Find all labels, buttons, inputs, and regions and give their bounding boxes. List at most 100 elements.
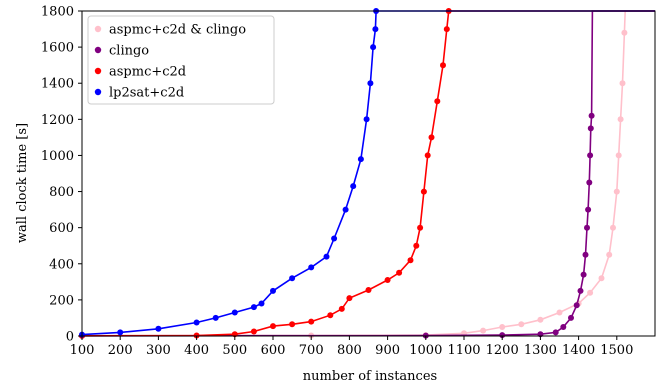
data-point xyxy=(420,188,427,195)
legend-marker xyxy=(94,25,102,33)
data-point xyxy=(357,156,364,163)
legend-label: aspmc+c2d xyxy=(109,65,186,80)
legend-label: aspmc+c2d & clingo xyxy=(109,23,246,38)
data-point xyxy=(499,332,506,339)
data-point xyxy=(342,206,349,213)
data-point xyxy=(323,253,330,260)
y-tick-label: 1000 xyxy=(41,149,74,164)
data-point xyxy=(212,314,219,321)
y-tick-label: 400 xyxy=(49,257,74,272)
y-tick-label: 800 xyxy=(49,185,74,200)
series-lp2sat-c2d xyxy=(79,8,655,338)
y-tick-label: 1800 xyxy=(41,5,74,20)
data-point xyxy=(587,152,594,159)
data-point xyxy=(367,80,374,87)
data-point xyxy=(584,224,590,231)
data-point xyxy=(417,224,424,231)
x-tick-label: 1200 xyxy=(486,343,519,358)
data-point xyxy=(308,318,315,325)
data-point xyxy=(384,277,391,283)
y-tick-label: 0 xyxy=(66,330,74,345)
series-layer xyxy=(79,8,655,339)
data-point xyxy=(338,305,345,312)
data-point xyxy=(424,152,431,159)
legend: aspmc+c2d & clingo clingo aspmc+c2d lp2sat+… xyxy=(87,15,275,105)
legend-marker xyxy=(94,46,102,54)
data-point xyxy=(346,295,353,302)
data-point xyxy=(372,26,379,33)
data-point xyxy=(231,309,238,316)
data-point xyxy=(615,152,622,159)
legend-label: lp2sat+c2d xyxy=(109,86,184,101)
data-point xyxy=(396,269,403,276)
x-tick-label: 800 xyxy=(337,343,362,358)
data-point xyxy=(568,314,574,321)
data-point xyxy=(443,26,450,33)
data-point xyxy=(370,44,377,51)
data-point xyxy=(598,275,605,282)
x-tick-label: 1000 xyxy=(409,343,442,358)
legend-marker xyxy=(94,67,102,75)
x-tick-label: 1500 xyxy=(600,343,633,358)
y-tick-label: 200 xyxy=(49,293,74,308)
x-axis-title: number of instances xyxy=(303,369,437,384)
x-tick-label: 400 xyxy=(184,343,209,358)
data-point xyxy=(621,29,628,36)
data-point xyxy=(413,242,420,249)
data-point xyxy=(518,321,525,328)
data-point xyxy=(117,329,124,336)
data-point xyxy=(250,328,257,335)
data-point xyxy=(585,206,592,213)
data-point xyxy=(270,287,276,294)
legend-marker xyxy=(94,88,102,96)
data-point xyxy=(308,264,315,271)
legend-item-aspmc-c2d: aspmc+c2d xyxy=(94,65,186,80)
plot-frame xyxy=(81,10,656,337)
x-tick-label: 1400 xyxy=(562,343,595,358)
y-tick-label: 1400 xyxy=(41,77,74,92)
data-point xyxy=(613,188,620,195)
y-tick-label: 600 xyxy=(49,221,74,236)
data-point xyxy=(606,251,613,258)
data-point xyxy=(587,289,594,296)
data-point xyxy=(587,125,594,132)
data-point xyxy=(480,327,487,334)
data-point xyxy=(588,112,595,119)
data-point xyxy=(537,316,544,323)
data-point xyxy=(560,324,567,330)
data-point xyxy=(610,224,616,231)
data-point xyxy=(270,323,276,330)
y-tick-label: 1600 xyxy=(41,41,74,56)
x-tick-label: 700 xyxy=(299,343,324,358)
data-point xyxy=(363,116,370,123)
data-point xyxy=(434,98,441,105)
data-point xyxy=(440,62,446,69)
data-point xyxy=(327,312,334,319)
x-tick-label: 1300 xyxy=(524,343,557,358)
x-tick-label: 300 xyxy=(146,343,171,358)
data-point xyxy=(617,116,624,123)
legend-item-lp2sat-c2d: lp2sat+c2d xyxy=(94,86,184,101)
data-point xyxy=(331,235,338,242)
x-tick-label: 500 xyxy=(222,343,247,358)
legend-item-aspmc-c2d-clingo: aspmc+c2d & clingo xyxy=(94,23,246,38)
series-line xyxy=(81,10,655,336)
x-tick-label: 100 xyxy=(70,343,95,358)
data-point xyxy=(580,271,587,278)
data-point xyxy=(155,325,162,332)
data-point xyxy=(250,304,257,311)
legend-label: clingo xyxy=(109,44,149,59)
legend-box xyxy=(87,15,275,105)
data-point xyxy=(350,183,357,190)
axes-layer: 100 200 300 400 500 600 700 800 900 1000 1100 1200 1… xyxy=(41,5,656,358)
series-line xyxy=(81,10,655,337)
data-point xyxy=(289,275,296,282)
y-axis-title: wall clock time [s] xyxy=(15,123,30,243)
data-point xyxy=(552,329,559,336)
data-point xyxy=(619,80,626,87)
data-point xyxy=(289,321,296,328)
x-tick-label: 900 xyxy=(375,343,400,358)
legend-item-clingo: clingo xyxy=(94,44,149,59)
data-point xyxy=(258,300,265,307)
